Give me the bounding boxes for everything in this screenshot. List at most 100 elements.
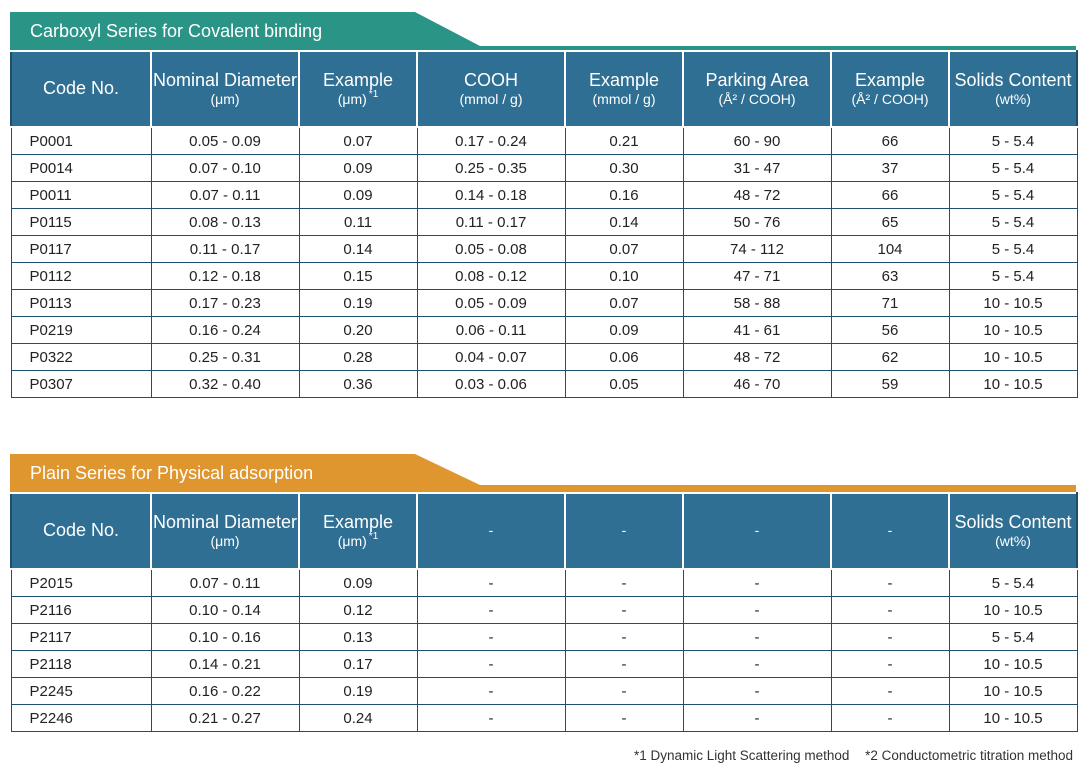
plain-header-label: - — [621, 522, 627, 539]
table-cell: 5 - 5.4 — [948, 208, 1078, 236]
table-row: P2015 0.07 - 0.11 0.09- - - -5 - 5.4 — [10, 568, 1078, 597]
code-cell: P2015 — [10, 568, 152, 597]
table-cell: 0.03 - 0.06 — [416, 370, 566, 398]
table-cell: 59 — [830, 370, 950, 398]
plain-header-1: Nominal Diameter (μm) — [150, 492, 300, 570]
code-cell: P0322 — [10, 343, 152, 371]
table-cell: 0.21 — [564, 126, 684, 155]
table-cell: 71 — [830, 289, 950, 317]
carboxyl-table: Code No. Nominal Diameter (μm) Example (μm) *… — [10, 50, 1078, 398]
plain-header-label: Example — [322, 511, 394, 532]
table-cell: 66 — [830, 126, 950, 155]
plain-header-6: - — [830, 492, 950, 570]
plain-section-tab: Plain Series for Physical adsorption — [10, 454, 1076, 492]
plain-header-unit: (μm) — [210, 533, 240, 550]
table-cell: - — [416, 677, 566, 705]
carboxyl-header-unit: (mmol / g) — [459, 91, 523, 108]
carboxyl-header-label: Example — [322, 69, 394, 90]
carboxyl-header-6: Example (Å² / COOH) — [830, 50, 950, 128]
table-row: P2246 0.21 - 0.27 0.24- - - -10 - 10.5 — [10, 704, 1078, 732]
table-cell: 58 - 88 — [682, 289, 832, 317]
plain-header-5: - — [682, 492, 832, 570]
plain-header-unit: (μm) — [337, 533, 367, 550]
table-cell: 0.19 — [298, 289, 418, 317]
table-cell: - — [416, 650, 566, 678]
table-cell: 0.16 - 0.24 — [150, 316, 300, 344]
table-cell: - — [564, 623, 684, 651]
table-cell: - — [564, 677, 684, 705]
table-cell: 10 - 10.5 — [948, 704, 1078, 732]
table-cell: - — [564, 704, 684, 732]
table-cell: 0.19 — [298, 677, 418, 705]
table-cell: 0.25 - 0.31 — [150, 343, 300, 371]
carboxyl-header-5: Parking Area (Å² / COOH) — [682, 50, 832, 128]
table-cell: 0.14 - 0.21 — [150, 650, 300, 678]
table-cell: 0.25 - 0.35 — [416, 154, 566, 182]
code-cell: P2245 — [10, 677, 152, 705]
table-cell: 10 - 10.5 — [948, 596, 1078, 624]
table-row: P0117 0.11 - 0.17 0.14 0.05 - 0.08 0.07 74 - … — [10, 235, 1078, 263]
table-row: P2117 0.10 - 0.16 0.13- - - -5 - 5.4 — [10, 623, 1078, 651]
table-cell: 0.10 - 0.14 — [150, 596, 300, 624]
carboxyl-header-7: Solids Content (wt%) — [948, 50, 1078, 128]
plain-header-label: Code No. — [42, 520, 120, 541]
table-cell: 0.16 - 0.22 — [150, 677, 300, 705]
table-cell: - — [416, 568, 566, 597]
table-cell: 0.32 - 0.40 — [150, 370, 300, 398]
plain-header-7: Solids Content (wt%) — [948, 492, 1078, 570]
plain-header-footnote-mark: *1 — [368, 531, 379, 543]
carboxyl-header-unit: (μm) — [210, 91, 240, 108]
table-row: P0001 0.05 - 0.09 0.07 0.17 - 0.24 0.21 60 - … — [10, 126, 1078, 155]
table-cell: - — [416, 704, 566, 732]
code-cell: P0014 — [10, 154, 152, 182]
table-cell: 0.16 — [564, 181, 684, 209]
plain-table: Code No. Nominal Diameter (μm) Example (μm) *… — [10, 492, 1078, 732]
table-cell: - — [682, 623, 832, 651]
table-cell: 0.15 — [298, 262, 418, 290]
table-cell: 10 - 10.5 — [948, 650, 1078, 678]
table-cell: 63 — [830, 262, 950, 290]
code-cell: P0112 — [10, 262, 152, 290]
table-cell: - — [682, 568, 832, 597]
table-row: P0113 0.17 - 0.23 0.19 0.05 - 0.09 0.07 58 - … — [10, 289, 1078, 317]
plain-header-label: - — [488, 522, 494, 539]
table-cell: 48 - 72 — [682, 343, 832, 371]
table-cell: 0.14 — [298, 235, 418, 263]
table-cell: - — [682, 704, 832, 732]
table-cell: 0.11 — [298, 208, 418, 236]
table-cell: 47 - 71 — [682, 262, 832, 290]
table-cell: - — [682, 650, 832, 678]
table-cell: 104 — [830, 235, 950, 263]
carboxyl-header-label: Example — [854, 69, 926, 90]
plain-header-4: - — [564, 492, 684, 570]
table-cell: 0.09 — [298, 154, 418, 182]
table-cell: 0.12 - 0.18 — [150, 262, 300, 290]
carboxyl-tab-shape — [10, 12, 1076, 50]
table-cell: - — [830, 704, 950, 732]
table-cell: 0.06 - 0.11 — [416, 316, 566, 344]
table-row: P2245 0.16 - 0.22 0.19- - - -10 - 10.5 — [10, 677, 1078, 705]
table-cell: 0.11 - 0.17 — [416, 208, 566, 236]
plain-header-0: Code No. — [10, 492, 152, 570]
table-cell: - — [830, 677, 950, 705]
table-cell: 0.11 - 0.17 — [150, 235, 300, 263]
carboxyl-header-4: Example (mmol / g) — [564, 50, 684, 128]
table-cell: - — [830, 650, 950, 678]
table-cell: 0.10 - 0.16 — [150, 623, 300, 651]
carboxyl-header-2: Example (μm) *1 — [298, 50, 418, 128]
carboxyl-section-tab: Carboxyl Series for Covalent binding — [10, 12, 1076, 50]
table-cell: 0.04 - 0.07 — [416, 343, 566, 371]
carboxyl-header-label: Parking Area — [705, 69, 809, 90]
table-cell: 0.17 - 0.23 — [150, 289, 300, 317]
carboxyl-header-label: COOH — [464, 69, 518, 90]
table-cell: 60 - 90 — [682, 126, 832, 155]
table-cell: 5 - 5.4 — [948, 235, 1078, 263]
code-cell: P0117 — [10, 235, 152, 263]
table-cell: 0.06 — [564, 343, 684, 371]
table-cell: 0.36 — [298, 370, 418, 398]
plain-header-label: Solids Content — [954, 511, 1072, 532]
table-cell: 5 - 5.4 — [948, 154, 1078, 182]
plain-tab-shape — [10, 454, 1076, 492]
table-cell: 0.10 — [564, 262, 684, 290]
table-cell: 0.24 — [298, 704, 418, 732]
